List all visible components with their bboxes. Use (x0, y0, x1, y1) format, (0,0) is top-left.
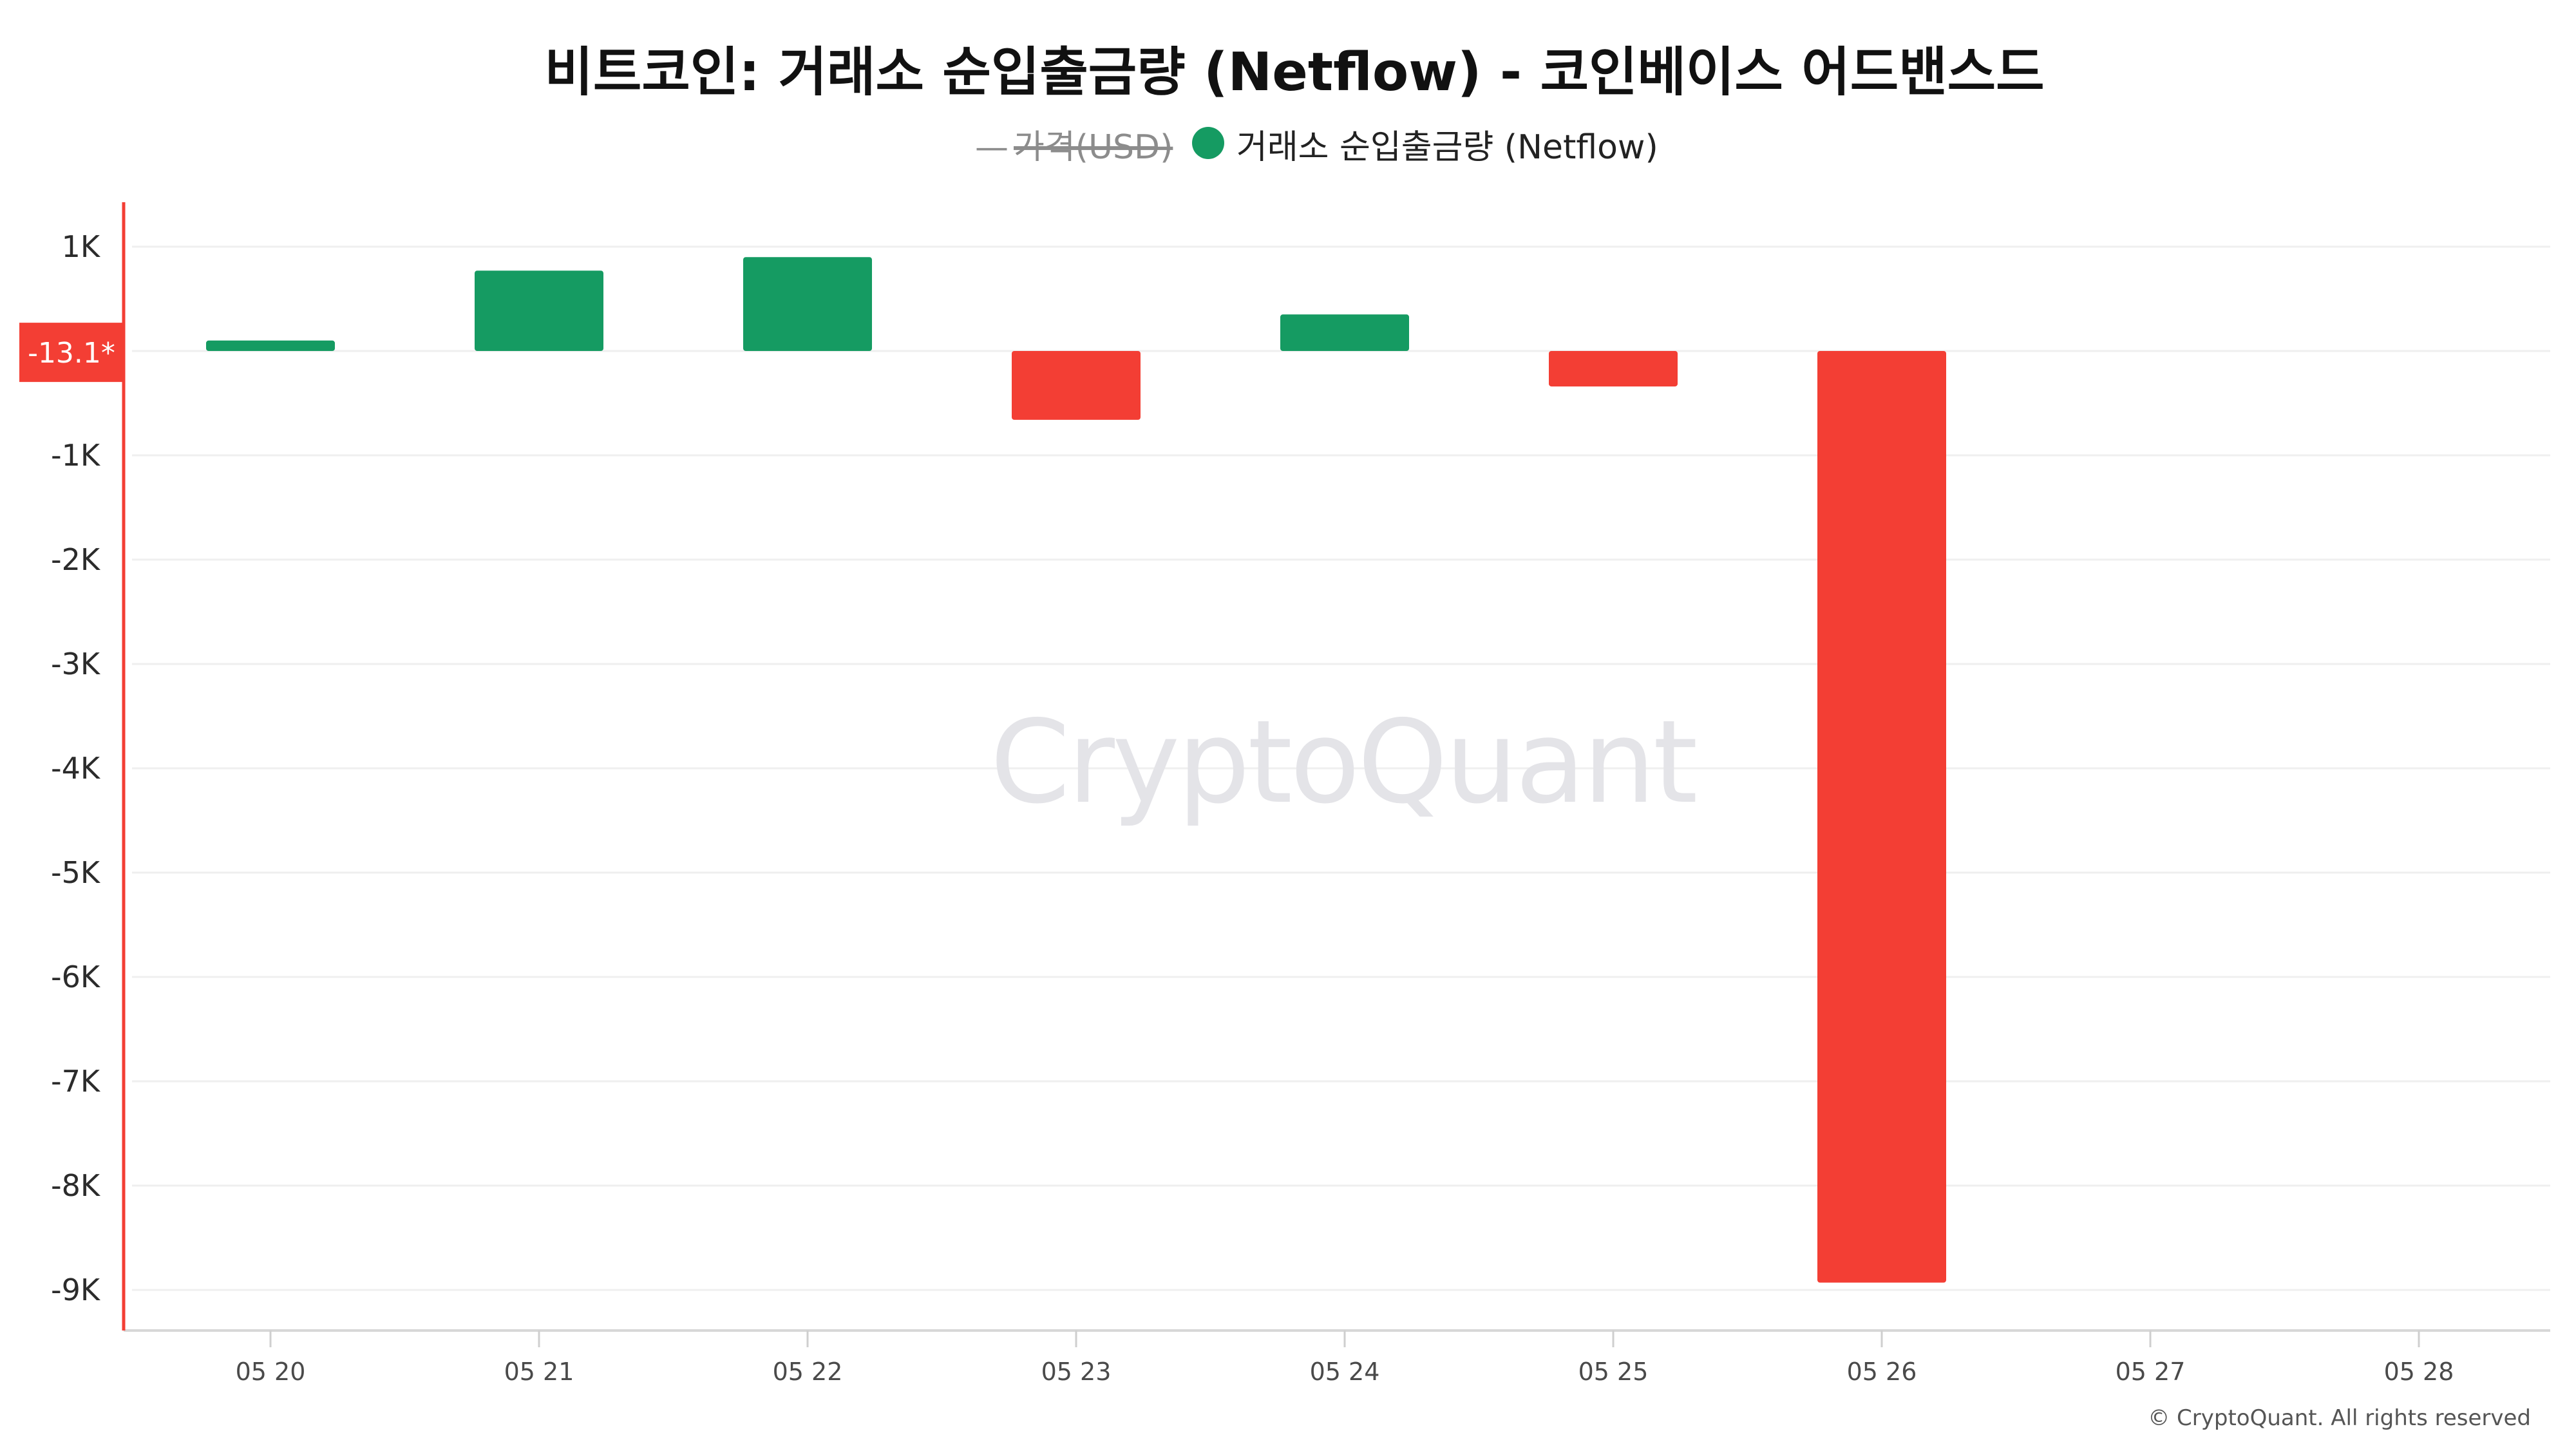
x-axis-ticks: 05 20 05 21 05 22 05 23 05 24 05 25 05 26 05 27… (236, 1331, 2454, 1386)
netflow-bar-05-22[interactable] (743, 257, 872, 351)
y-tick-label: -7K (51, 1064, 101, 1099)
netflow-bar-05-25[interactable] (1549, 351, 1678, 387)
x-tick-label: 05 22 (773, 1358, 843, 1386)
x-tick-label: 05 26 (1847, 1358, 1917, 1386)
y-tick-label: 1K (62, 229, 101, 264)
x-tick-label: 05 28 (2384, 1358, 2454, 1386)
netflow-bar-05-26[interactable] (1817, 351, 1946, 1283)
y-tick-label: -2K (51, 542, 101, 577)
netflow-bar-05-21[interactable] (475, 270, 603, 351)
gridlines (132, 245, 2550, 1291)
x-tick-label: 05 27 (2116, 1358, 2186, 1386)
legend-price-dash: — (975, 128, 1009, 167)
x-tick-label: 05 20 (236, 1358, 306, 1386)
y-tick-label: -8K (51, 1168, 101, 1203)
current-value-badge: -13.1* (19, 323, 124, 383)
x-tick-label: 05 25 (1578, 1358, 1649, 1386)
legend-netflow-label: 거래소 순입출금량 (Netflow) (1236, 128, 1658, 167)
netflow-bar-05-20[interactable] (206, 340, 335, 351)
y-tick-label: -5K (51, 855, 101, 890)
y-tick-label: -1K (51, 438, 101, 473)
y-tick-label: -4K (51, 751, 101, 786)
y-axis-ticks: 1K -1K -2K -3K -4K -5K -6K -7K -8K -9K (51, 229, 101, 1307)
netflow-bar-05-23[interactable] (1012, 351, 1141, 420)
y-tick-label: -9K (51, 1273, 101, 1307)
legend-item-netflow[interactable]: 거래소 순입출금량 (Netflow) (1192, 127, 1658, 167)
legend: — 가격(USD) 거래소 순입출금량 (Netflow) (975, 127, 1658, 167)
current-value-badge-label: -13.1* (28, 337, 115, 370)
legend-item-price[interactable]: — 가격(USD) (975, 128, 1173, 167)
bars (206, 257, 1946, 1283)
plot-area: CryptoQuant 05 20 05 21 05 22 05 23 05 24 05 … (19, 202, 2550, 1386)
chart-title: 비트코인: 거래소 순입출금량 (Netflow) - 코인베이스 어드밴스드 (544, 42, 2044, 103)
x-tick-label: 05 21 (504, 1358, 574, 1386)
x-tick-label: 05 24 (1310, 1358, 1380, 1386)
x-tick-label: 05 23 (1041, 1358, 1112, 1386)
y-tick-label: -6K (51, 960, 101, 994)
y-tick-label: -3K (51, 647, 101, 681)
watermark: CryptoQuant (990, 696, 1695, 829)
legend-netflow-marker-icon (1192, 127, 1224, 159)
current-value-badge-bg (19, 323, 124, 383)
netflow-bar-05-24[interactable] (1280, 314, 1409, 351)
copyright-credit: © CryptoQuant. All rights reserved (2148, 1405, 2531, 1431)
